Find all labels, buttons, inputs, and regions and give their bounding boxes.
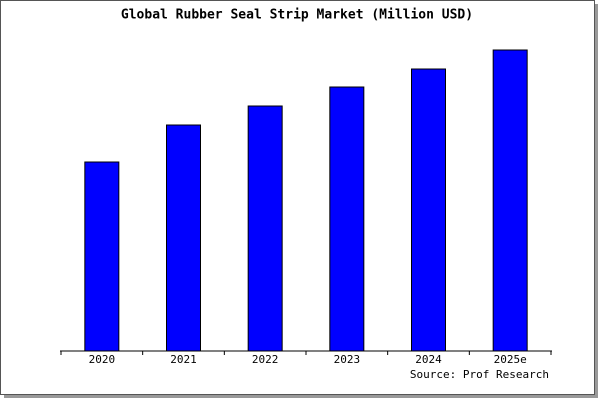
- x-tick-label: 2024: [415, 353, 442, 366]
- x-tick-label: 2020: [89, 353, 116, 366]
- bar: [492, 49, 528, 352]
- x-tick-label: 2025e: [494, 353, 527, 366]
- x-tick-label: 2021: [170, 353, 197, 366]
- bar: [84, 161, 120, 352]
- bar: [247, 105, 283, 352]
- x-tick-label: 2023: [334, 353, 361, 366]
- bar: [329, 86, 365, 352]
- x-tick-label: 2022: [252, 353, 279, 366]
- source-note: Source: Prof Research: [410, 368, 549, 381]
- chart-title: Global Rubber Seal Strip Market (Million…: [121, 8, 473, 23]
- bar: [166, 124, 201, 352]
- bar: [411, 68, 446, 352]
